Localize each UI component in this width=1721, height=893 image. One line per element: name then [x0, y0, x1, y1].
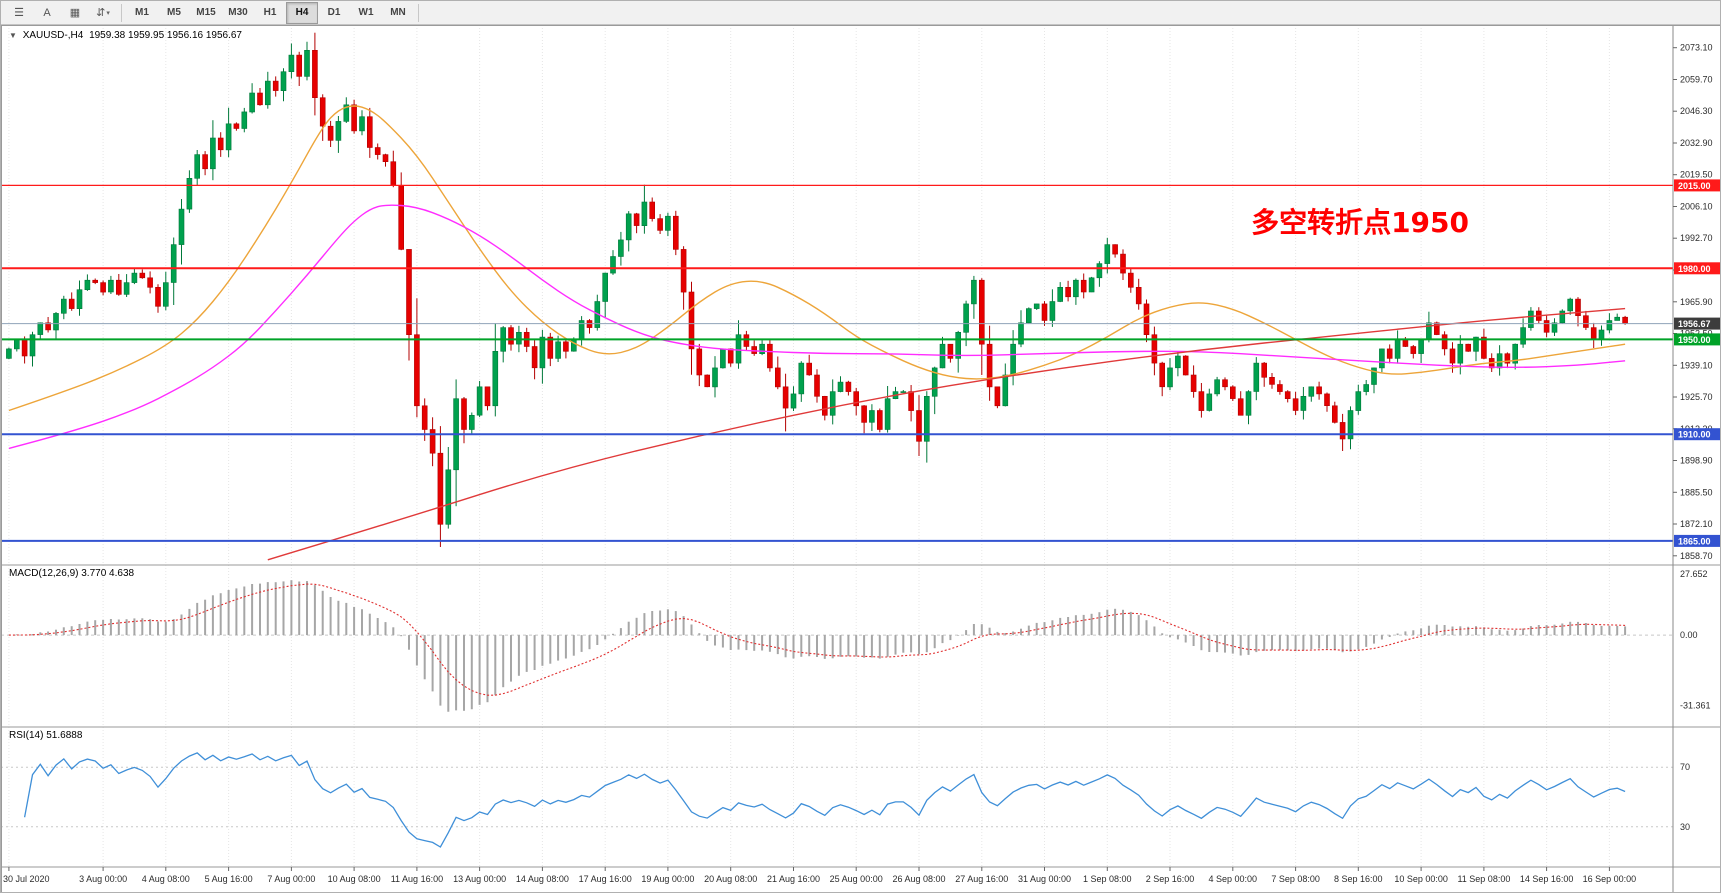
svg-text:3 Aug 00:00: 3 Aug 00:00: [79, 874, 127, 884]
timeframe-button-d1[interactable]: D1: [327, 7, 341, 18]
ma-long-red: [267, 307, 1626, 561]
svg-text:25 Aug 00:00: 25 Aug 00:00: [830, 874, 883, 884]
svg-text:2015.00: 2015.00: [1678, 181, 1711, 191]
svg-text:1950.00: 1950.00: [1678, 335, 1711, 345]
svg-text:14 Sep 16:00: 14 Sep 16:00: [1520, 874, 1574, 884]
svg-text:1965.90: 1965.90: [1680, 297, 1713, 307]
svg-text:2032.90: 2032.90: [1680, 138, 1713, 148]
svg-text:1872.10: 1872.10: [1680, 519, 1713, 529]
svg-text:17 Aug 16:00: 17 Aug 16:00: [579, 874, 632, 884]
timeframe-button-m5[interactable]: M5: [167, 7, 181, 18]
chart-canvas[interactable]: 2073.10 2059.70 2046.30 2032.90 2019.50 2006.…: [1, 25, 1721, 893]
candlesticks: [6, 32, 1628, 547]
svg-text:4 Sep 00:00: 4 Sep 00:00: [1209, 874, 1258, 884]
svg-text:8 Sep 16:00: 8 Sep 16:00: [1334, 874, 1383, 884]
svg-text:4 Aug 08:00: 4 Aug 08:00: [142, 874, 190, 884]
ma-medium-orange: [8, 105, 1626, 412]
svg-text:2006.10: 2006.10: [1680, 202, 1713, 212]
svg-text:27 Aug 16:00: 27 Aug 16:00: [955, 874, 1008, 884]
macd-signal-line: [8, 583, 1626, 696]
svg-text:1885.50: 1885.50: [1680, 487, 1713, 497]
toolbar-text-label-icon[interactable]: A: [43, 6, 51, 19]
svg-text:1939.10: 1939.10: [1680, 360, 1713, 370]
svg-text:30: 30: [1680, 822, 1690, 832]
svg-text:1910.00: 1910.00: [1678, 430, 1711, 440]
svg-text:1980.00: 1980.00: [1678, 264, 1711, 274]
grid-lines: [8, 25, 1610, 867]
svg-text:19 Aug 00:00: 19 Aug 00:00: [641, 874, 694, 884]
svg-text:10 Sep 00:00: 10 Sep 00:00: [1394, 874, 1448, 884]
toolbar-separator: [121, 3, 122, 22]
timeframe-button-h4[interactable]: H4: [286, 1, 318, 24]
svg-text:1925.70: 1925.70: [1680, 392, 1713, 402]
svg-text:11 Aug 16:00: 11 Aug 16:00: [391, 874, 443, 884]
svg-text:1992.70: 1992.70: [1680, 233, 1713, 243]
svg-text:31 Aug 00:00: 31 Aug 00:00: [1018, 874, 1071, 884]
svg-text:1865.00: 1865.00: [1678, 536, 1711, 546]
svg-text:1956.67: 1956.67: [1678, 319, 1711, 329]
svg-text:10 Aug 08:00: 10 Aug 08:00: [328, 874, 381, 884]
dropdown-caret-icon: ▾: [106, 9, 110, 17]
timeframe-button-m1[interactable]: M1: [135, 7, 149, 18]
timeframe-button-mn[interactable]: MN: [390, 7, 406, 18]
current-price-badge: [1674, 317, 1720, 330]
timeframe-button-w1[interactable]: W1: [358, 7, 374, 18]
svg-text:2 Sep 16:00: 2 Sep 16:00: [1146, 874, 1195, 884]
svg-text:11 Sep 08:00: 11 Sep 08:00: [1457, 874, 1510, 884]
chart-window: 2073.10 2059.70 2046.30 2032.90 2019.50 2006.…: [1, 25, 1721, 893]
svg-text:2046.30: 2046.30: [1680, 106, 1713, 116]
time-axis[interactable]: 30 Jul 2020 3 Aug 00:00 4 Aug 08:00 5 Aug 1…: [3, 867, 1636, 884]
svg-text:7 Sep 08:00: 7 Sep 08:00: [1271, 874, 1320, 884]
svg-text:2019.50: 2019.50: [1680, 170, 1713, 180]
annotation-text[interactable]: 多空转折点1950: [1251, 206, 1469, 239]
svg-text:27.652: 27.652: [1680, 569, 1708, 579]
toolbar-chart-bars-icon[interactable]: ☰: [14, 7, 24, 19]
svg-text:1 Sep 08:00: 1 Sep 08:00: [1083, 874, 1132, 884]
macd-histogram: [15, 580, 1627, 712]
toolbar-separator: [418, 3, 419, 22]
toolbar-objects-list-icon[interactable]: ▦: [69, 7, 81, 19]
svg-text:2073.10: 2073.10: [1680, 43, 1713, 53]
svg-text:-31.361: -31.361: [1680, 701, 1711, 711]
svg-text:13 Aug 00:00: 13 Aug 00:00: [453, 874, 506, 884]
svg-text:14 Aug 08:00: 14 Aug 08:00: [516, 874, 569, 884]
chart-frame: [1, 25, 1720, 892]
svg-text:1898.90: 1898.90: [1680, 456, 1713, 466]
svg-text:26 Aug 08:00: 26 Aug 08:00: [892, 874, 945, 884]
svg-text:70: 70: [1680, 762, 1690, 772]
svg-text:2059.70: 2059.70: [1680, 75, 1713, 85]
svg-text:16 Sep 00:00: 16 Sep 00:00: [1583, 874, 1637, 884]
timeframe-button-m15[interactable]: M15: [196, 7, 216, 18]
toolbar-cycle-arrows-icon[interactable]: ⇵ ▾: [96, 7, 110, 19]
svg-text:7 Aug 00:00: 7 Aug 00:00: [267, 874, 315, 884]
svg-text:20 Aug 08:00: 20 Aug 08:00: [704, 874, 757, 884]
svg-text:21 Aug 16:00: 21 Aug 16:00: [767, 874, 820, 884]
main-toolbar: ☰ A ▦ ⇵ ▾ M1 M5 M15 M30 H1 H4 D1 W1 MN: [1, 1, 1720, 25]
rsi-line: [23, 752, 1626, 848]
svg-text:1858.70: 1858.70: [1680, 551, 1713, 561]
svg-text:5 Aug 16:00: 5 Aug 16:00: [205, 874, 253, 884]
timeframe-button-h1[interactable]: H1: [263, 7, 277, 18]
svg-text:0.00: 0.00: [1680, 630, 1698, 640]
svg-text:30 Jul 2020: 30 Jul 2020: [3, 874, 50, 884]
price-axis[interactable]: 2073.10 2059.70 2046.30 2032.90 2019.50 2006.…: [1673, 43, 1721, 832]
ma-slow-magenta: [8, 204, 1626, 450]
timeframe-button-m30[interactable]: M30: [228, 7, 248, 18]
